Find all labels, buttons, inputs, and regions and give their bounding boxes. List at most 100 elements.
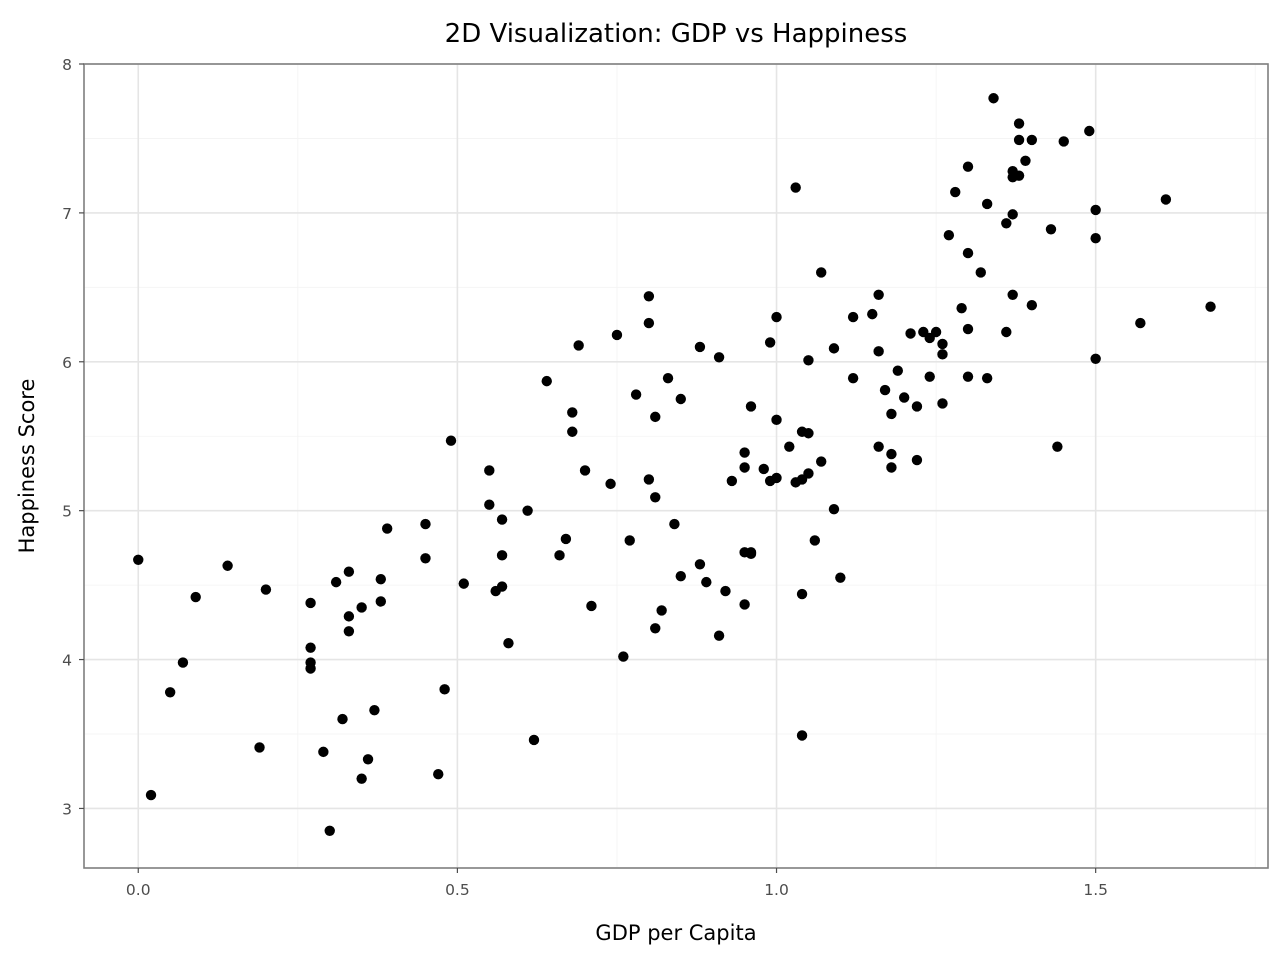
data-point	[1135, 317, 1146, 329]
data-point	[937, 349, 948, 360]
data-point	[898, 392, 910, 403]
data-point	[892, 365, 904, 376]
data-point	[133, 554, 144, 565]
data-point	[1026, 300, 1038, 311]
data-point	[764, 337, 776, 348]
data-point	[381, 523, 393, 534]
y-tick-label: 6	[62, 354, 72, 372]
data-point	[1013, 118, 1025, 129]
data-point	[1026, 134, 1038, 146]
x-axis-title: GDP per Capita	[595, 921, 756, 945]
data-point	[356, 773, 367, 784]
data-point	[145, 789, 157, 801]
data-point	[522, 505, 533, 516]
data-point	[669, 518, 680, 530]
data-point	[496, 581, 508, 592]
plot-panel-border	[83, 63, 1269, 869]
y-tick-label: 7	[62, 205, 72, 223]
data-point	[567, 426, 578, 437]
data-point	[343, 626, 355, 637]
data-point	[816, 267, 827, 278]
data-point	[177, 657, 189, 668]
data-point	[803, 428, 814, 439]
data-point	[873, 441, 884, 452]
x-tick-label: 1.0	[764, 881, 789, 899]
data-point	[579, 465, 591, 476]
data-point	[560, 533, 572, 545]
data-point	[937, 398, 948, 409]
data-point	[911, 454, 923, 466]
data-point	[937, 338, 948, 350]
data-point	[1084, 125, 1095, 137]
data-point	[726, 475, 738, 487]
data-point	[484, 499, 495, 510]
y-tick-label: 8	[62, 56, 72, 74]
data-point	[905, 328, 916, 339]
data-point	[305, 597, 316, 609]
data-point	[975, 267, 986, 278]
data-point	[190, 591, 201, 603]
data-point	[611, 329, 623, 341]
data-point	[1020, 155, 1031, 166]
data-point	[1045, 224, 1057, 235]
y-axis-title: Happiness Score	[15, 379, 39, 554]
chart-title: 2D Visualization: GDP vs Happiness	[445, 19, 908, 49]
data-point	[745, 401, 757, 412]
data-point	[943, 230, 955, 241]
data-point	[528, 734, 540, 746]
data-point	[720, 585, 731, 597]
data-point	[496, 514, 508, 525]
data-point	[1007, 289, 1018, 300]
data-point	[643, 291, 655, 302]
data-point	[369, 704, 380, 716]
y-axis-ticks: 3 4 5 6 7 8	[62, 56, 84, 818]
data-point	[886, 408, 897, 420]
data-point	[420, 553, 431, 564]
data-point	[356, 602, 367, 613]
data-point	[1205, 301, 1216, 312]
data-point	[164, 687, 176, 698]
data-point	[694, 559, 706, 570]
data-point	[796, 588, 808, 600]
data-point	[745, 547, 757, 558]
data-point	[650, 623, 661, 634]
data-point	[911, 401, 923, 412]
data-point	[496, 550, 508, 561]
data-points	[133, 93, 1216, 836]
data-point	[324, 825, 335, 836]
data-point	[803, 355, 814, 366]
data-point	[1052, 441, 1063, 452]
data-point	[650, 492, 661, 503]
data-point	[643, 474, 655, 485]
data-point	[643, 317, 655, 329]
data-point	[675, 570, 686, 582]
data-point	[847, 311, 859, 323]
data-point	[758, 463, 769, 475]
data-point	[318, 746, 329, 758]
data-point	[962, 247, 974, 259]
data-point	[790, 182, 801, 193]
data-point	[254, 742, 265, 753]
x-tick-label: 0.0	[126, 881, 151, 899]
data-point	[305, 663, 316, 674]
data-point	[771, 414, 782, 426]
data-point	[630, 389, 642, 400]
data-point	[930, 326, 942, 338]
data-point	[796, 730, 808, 741]
data-point	[988, 93, 999, 104]
data-point	[828, 503, 840, 515]
data-point	[573, 340, 584, 351]
data-point	[624, 535, 635, 546]
data-point	[1001, 326, 1012, 338]
data-point	[739, 599, 750, 610]
data-point	[962, 371, 974, 382]
data-point	[445, 435, 457, 446]
data-point	[739, 462, 750, 473]
data-point	[924, 371, 935, 382]
data-point	[605, 478, 616, 490]
data-point	[828, 343, 840, 354]
y-tick-label: 5	[62, 503, 72, 521]
data-point	[886, 448, 897, 460]
data-point	[1090, 204, 1101, 216]
